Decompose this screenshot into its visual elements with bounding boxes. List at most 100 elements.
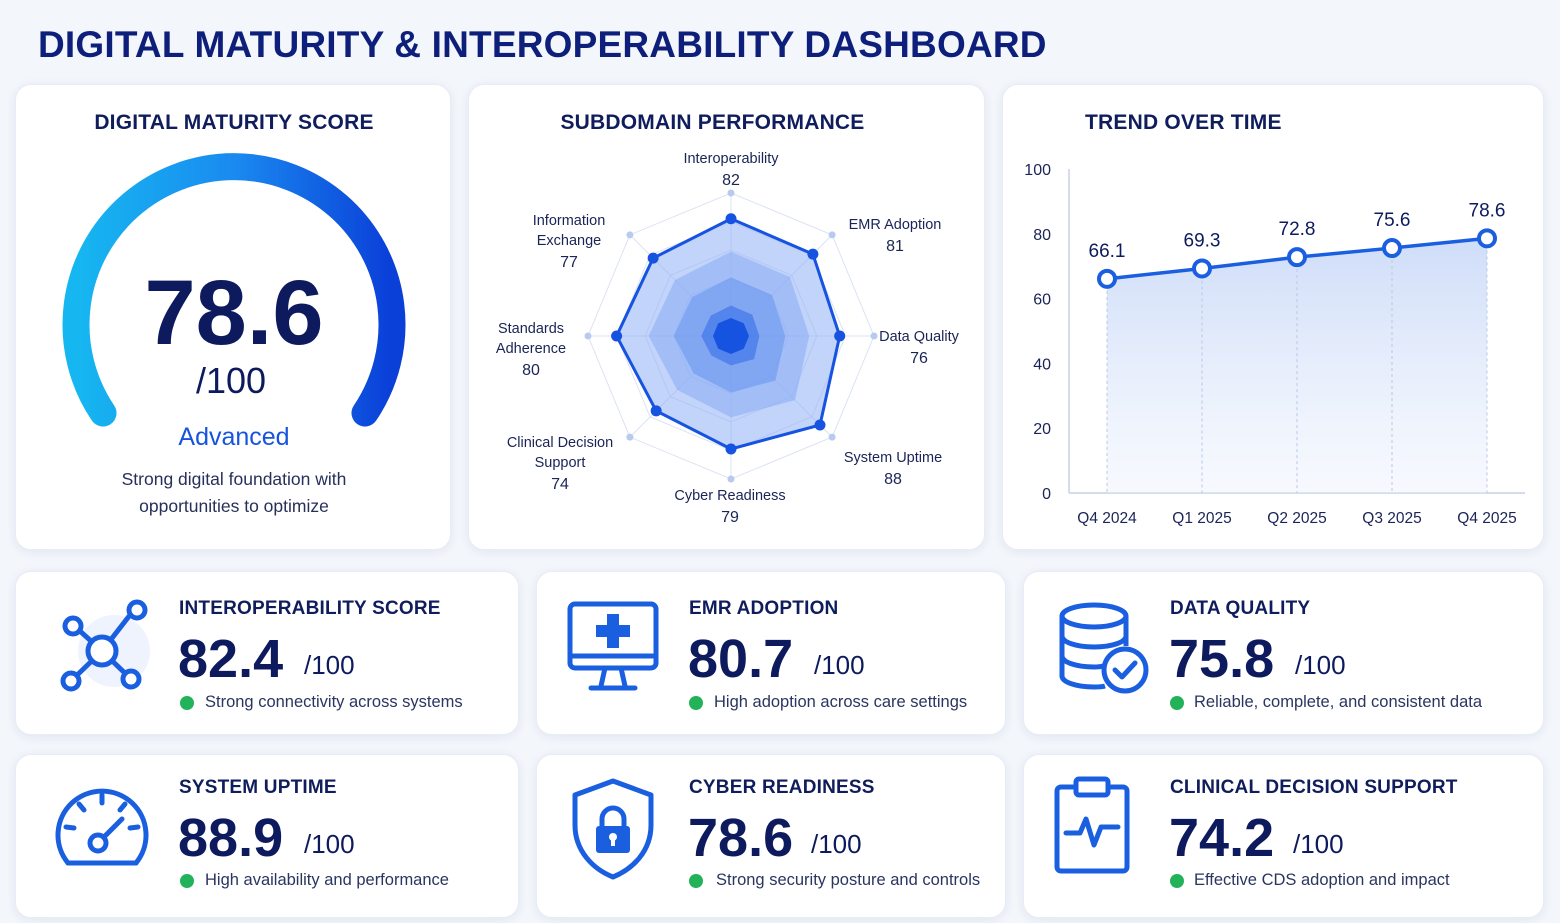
gauge-description-1: Strong digital foundation with	[121, 469, 347, 489]
radar-axis-end	[727, 475, 735, 483]
trend-point	[1287, 247, 1307, 268]
radar-chart: Interoperability 82 EMR Adoption 81 Data Qua…	[496, 151, 960, 526]
status-dot	[1170, 874, 1184, 888]
kpi-note: Strong security posture and controls	[716, 871, 981, 889]
radar-point	[834, 330, 846, 342]
trend-data-label: 66.1	[1089, 241, 1126, 262]
radar-axis-name: System Uptime	[844, 450, 942, 466]
y-tick-label: 100	[1024, 162, 1051, 179]
radar-axis-name: Adherence	[496, 341, 566, 357]
kpi-card-emr-adoption: EMR ADOPTION 80.7 /100 High adoption acr…	[536, 571, 1006, 735]
radar-axis-end	[584, 332, 592, 340]
kpi-card-interoperability: INTEROPERABILITY SCORE 82.4 /100 Strong …	[15, 571, 519, 735]
radar-axis-name: Support	[535, 455, 586, 471]
gauge-title: DIGITAL MATURITY SCORE	[94, 111, 374, 134]
page-title: DIGITAL MATURITY & INTEROPERABILITY DASH…	[38, 24, 1047, 65]
kpi-note: Strong connectivity across systems	[205, 693, 463, 711]
radar-axis-label: Cyber Readiness 79	[674, 488, 785, 526]
radar-axis-end	[727, 189, 735, 197]
radar-title: SUBDOMAIN PERFORMANCE	[560, 111, 865, 134]
speedometer-icon	[55, 788, 149, 866]
kpi-card-cyber-readiness: CYBER READINESS 78.6 /100 Strong securit…	[536, 754, 1006, 918]
monitor-plus-icon	[567, 601, 659, 691]
kpi-value: 82.4	[178, 629, 284, 689]
radar-axis-name: Standards	[498, 321, 564, 337]
radar-point	[611, 330, 623, 342]
radar-axis-name: EMR Adoption	[849, 217, 942, 233]
kpi-title: EMR ADOPTION	[689, 598, 839, 619]
kpi-title: INTEROPERABILITY SCORE	[179, 598, 441, 619]
radar-axis-label: Information Exchange 77	[533, 213, 606, 271]
radar-axis-value: 80	[522, 362, 540, 379]
trend-card: TREND OVER TIME 0 20 40 60 80 100 66.1 69.3 72.8…	[1002, 84, 1544, 550]
maturity-gauge	[62, 153, 406, 427]
x-tick-label: Q4 2024	[1077, 510, 1137, 527]
trend-title: TREND OVER TIME	[1085, 111, 1282, 134]
trend-data-label: 72.8	[1279, 219, 1316, 240]
y-tick-label: 60	[1033, 292, 1051, 309]
radar-axis-name: Interoperability	[683, 151, 779, 167]
trend-data-label: 78.6	[1469, 200, 1506, 221]
trend-point	[1192, 258, 1212, 279]
status-dot	[1170, 696, 1184, 710]
radar-core	[713, 318, 749, 354]
radar-point	[807, 248, 819, 260]
radar-axis-end	[626, 433, 634, 441]
kpi-note: Reliable, complete, and consistent data	[1194, 693, 1483, 711]
x-tick-label: Q4 2025	[1457, 510, 1516, 527]
radar-axis-value: 82	[722, 172, 740, 189]
clipboard-pulse-icon	[1054, 776, 1130, 874]
kpi-value: 80.7	[688, 629, 794, 689]
kpi-title: CLINICAL DECISION SUPPORT	[1170, 777, 1458, 798]
y-tick-label: 80	[1033, 227, 1051, 244]
radar-axis-label: System Uptime 88	[844, 450, 942, 488]
radar-axis-label: Standards Adherence 80	[496, 321, 566, 379]
kpi-denominator: /100	[1295, 650, 1346, 680]
kpi-value: 74.2	[1169, 808, 1275, 868]
kpi-value: 75.8	[1169, 629, 1275, 689]
radar-axis-value: 88	[884, 471, 902, 488]
radar-axis-name: Exchange	[537, 233, 602, 249]
trend-data-label: 75.6	[1374, 210, 1411, 231]
trend-data-label: 69.3	[1184, 230, 1221, 251]
radar-axis-value: 74	[551, 476, 569, 493]
trend-point	[1382, 238, 1402, 259]
radar-axis-end	[626, 231, 634, 239]
status-dot	[180, 874, 194, 888]
gauge-denominator: /100	[195, 360, 267, 401]
x-tick-label: Q2 2025	[1267, 510, 1326, 527]
x-tick-label: Q1 2025	[1172, 510, 1231, 527]
radar-point	[650, 405, 662, 417]
radar-point	[725, 443, 737, 455]
radar-axis-name: Clinical Decision	[507, 435, 613, 451]
kpi-card-data-quality: DATA QUALITY 75.8 /100 Reliable, complet…	[1023, 571, 1544, 735]
trend-point	[1477, 228, 1497, 249]
y-tick-label: 40	[1033, 356, 1051, 373]
radar-axis-label: Data Quality 76	[879, 329, 960, 367]
kpi-note: High availability and performance	[205, 871, 449, 889]
radar-axis-value: 81	[886, 238, 904, 255]
gauge-value: 78.6	[144, 262, 324, 364]
trend-chart: 0 20 40 60 80 100 66.1 69.3 72.8 75.6 78.6 Q4 2024 Q…	[1024, 162, 1525, 527]
subdomain-performance-card: SUBDOMAIN PERFORMANCE Interoperability 82…	[468, 84, 985, 550]
radar-axis-label: Interoperability 82	[683, 151, 779, 189]
radar-axis-value: 77	[560, 254, 578, 271]
kpi-denominator: /100	[304, 829, 355, 859]
radar-axis-name: Data Quality	[879, 329, 960, 345]
trend-point	[1097, 268, 1117, 289]
radar-axis-value: 76	[910, 350, 928, 367]
radar-axis-name: Cyber Readiness	[674, 488, 785, 504]
gauge-arc	[62, 153, 406, 427]
radar-axis-end	[870, 332, 878, 340]
kpi-title: CYBER READINESS	[689, 777, 875, 798]
x-tick-label: Q3 2025	[1362, 510, 1421, 527]
kpi-denominator: /100	[811, 829, 862, 859]
status-dot	[689, 874, 703, 888]
radar-axis-label: Clinical Decision Support 74	[507, 435, 613, 493]
radar-axis-label: EMR Adoption 81	[849, 217, 942, 255]
radar-axis-name: Information	[533, 213, 606, 229]
kpi-card-system-uptime: SYSTEM UPTIME 88.9 /100 High availabilit…	[15, 754, 519, 918]
kpi-title: DATA QUALITY	[1170, 598, 1311, 619]
status-dot	[180, 696, 194, 710]
kpi-title: SYSTEM UPTIME	[179, 777, 337, 798]
